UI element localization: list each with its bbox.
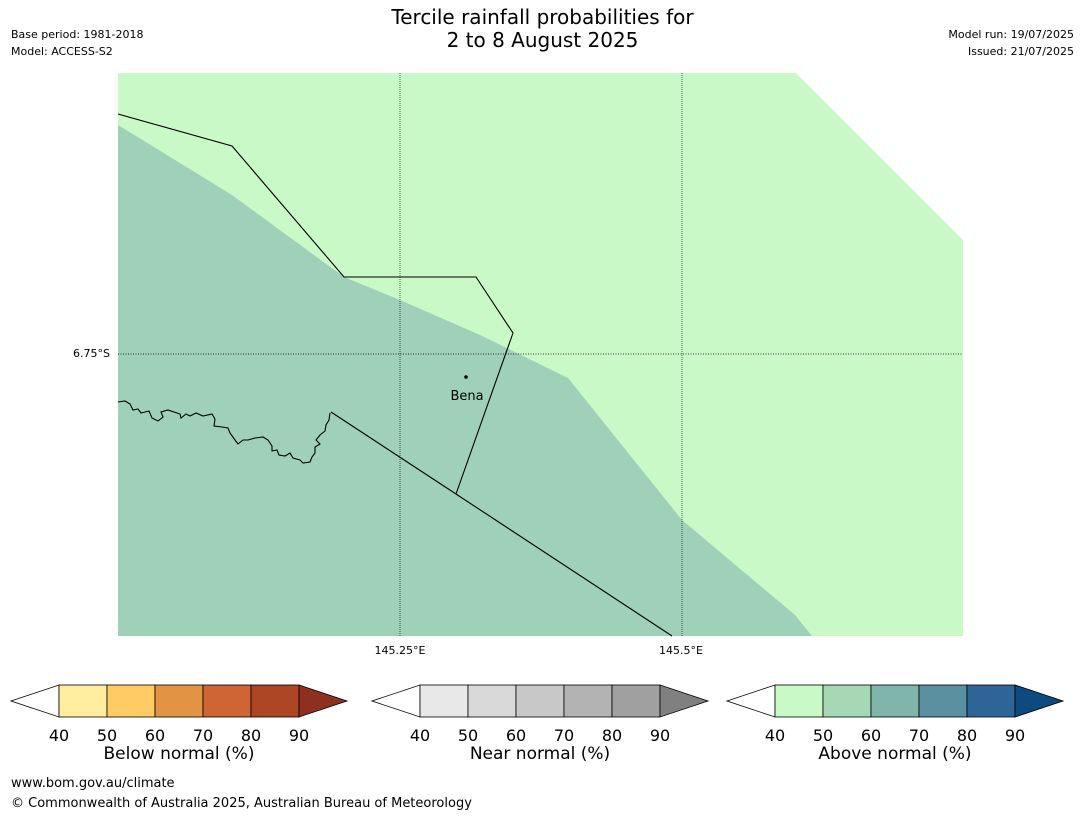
colorbar-tick: 40 (409, 726, 431, 745)
colorbar-near-label: Near normal (%) (469, 744, 611, 764)
region-above-50-60 (118, 125, 812, 636)
colorbar-tick: 80 (956, 726, 978, 745)
colorbar-above-label: Above normal (%) (818, 744, 972, 764)
province-boundary-south (330, 411, 673, 637)
colorbar-above-ticks: 40 50 60 70 80 90 (726, 724, 1066, 745)
colorbar-tick: 60 (860, 726, 882, 745)
colorbar-extend-low (725, 684, 776, 718)
model-name: Model: ACCESS-S2 (11, 45, 113, 58)
meta-right: Model run: 19/07/2025 Issued: 21/07/2025 (948, 26, 1074, 60)
colorbar-near-swatches (370, 684, 710, 718)
river-line (117, 400, 331, 464)
colorbar-tick: 80 (240, 726, 262, 745)
colorbar-swatch (966, 684, 1016, 718)
colorbar-tick: 50 (812, 726, 834, 745)
colorbar-tick: 80 (601, 726, 623, 745)
colorbar-swatch (515, 684, 565, 718)
colorbar-below-label: Below normal (%) (103, 744, 255, 764)
colorbar-swatch (202, 684, 252, 718)
colorbar-swatch (774, 684, 824, 718)
title-line-1: Tercile rainfall probabilities for (391, 5, 694, 29)
base-period: Base period: 1981-2018 (11, 28, 144, 41)
colorbar-tick: 60 (144, 726, 166, 745)
colorbar-extend-low (9, 684, 60, 718)
colorbar-tick: 90 (649, 726, 671, 745)
colorbar-tick: 50 (96, 726, 118, 745)
colorbar-tick: 90 (288, 726, 310, 745)
colorbar-swatch (419, 684, 469, 718)
footer-url: www.bom.gov.au/climate (11, 776, 175, 791)
lon-label-145-5: 145.5°E (659, 644, 703, 657)
colorbar-swatch (154, 684, 204, 718)
colorbar-tick: 60 (505, 726, 527, 745)
colorbar-swatch (106, 684, 156, 718)
lon-label-145-25: 145.25°E (374, 644, 426, 657)
colorbar-below-ticks: 40 50 60 70 80 90 (10, 724, 350, 745)
issued-date: Issued: 21/07/2025 (967, 45, 1074, 58)
colorbar-swatch (58, 684, 108, 718)
colorbar-extend-low (370, 684, 421, 718)
colorbar-swatch (822, 684, 872, 718)
meta-left: Base period: 1981-2018 Model: ACCESS-S2 (11, 26, 143, 60)
colorbar-extend-high (659, 684, 710, 718)
colorbar-above-normal: 40 50 60 70 80 90 Above normal (%) (725, 684, 1066, 764)
colorbar-tick: 90 (1004, 726, 1026, 745)
colorbar-swatch (611, 684, 661, 718)
footer-copyright: © Commonwealth of Australia 2025, Austra… (11, 796, 472, 811)
colorbar-swatch (563, 684, 613, 718)
map-title: Tercile rainfall probabilities for 2 to … (0, 6, 1085, 52)
lat-label-6-75: 6.75°S (73, 347, 110, 360)
colorbar-near-normal: 40 50 60 70 80 90 Near normal (%) (370, 684, 711, 764)
colorbar-tick: 40 (48, 726, 70, 745)
colorbar-tick: 70 (192, 726, 214, 745)
colorbar-swatch (870, 684, 920, 718)
colorbar-above-swatches (725, 684, 1065, 718)
colorbar-swatch (467, 684, 517, 718)
model-run: Model run: 19/07/2025 (948, 28, 1074, 41)
province-boundary (117, 113, 514, 495)
colorbar-swatch (918, 684, 968, 718)
colorbar-extend-high (298, 684, 349, 718)
colorbar-tick: 70 (553, 726, 575, 745)
colorbar-tick: 40 (764, 726, 786, 745)
colorbar-tick: 50 (457, 726, 479, 745)
colorbar-extend-high (1014, 684, 1065, 718)
title-line-2: 2 to 8 August 2025 (446, 28, 639, 52)
colorbar-swatch (250, 684, 300, 718)
colorbar-below-normal: 40 50 60 70 80 90 Below normal (%) (9, 684, 350, 764)
bena-marker (464, 375, 468, 379)
colorbar-tick: 70 (908, 726, 930, 745)
bena-label: Bena (450, 389, 483, 404)
colorbar-below-swatches (9, 684, 349, 718)
colorbar-near-ticks: 40 50 60 70 80 90 (371, 724, 711, 745)
